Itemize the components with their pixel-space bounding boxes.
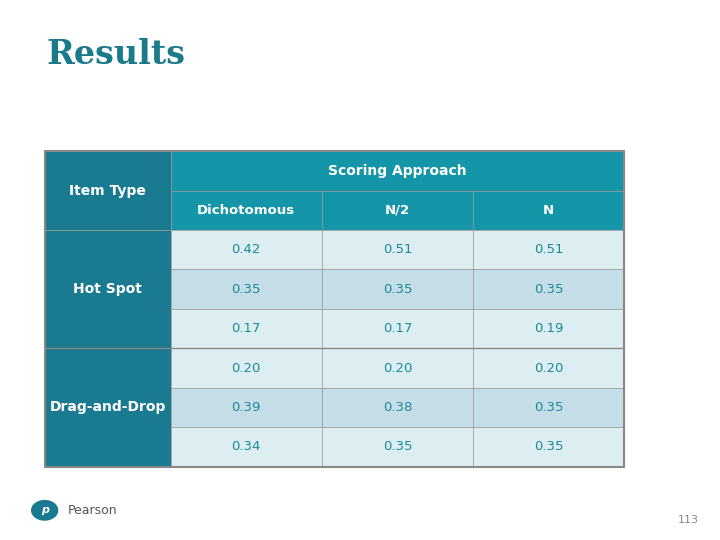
Text: 0.38: 0.38 bbox=[383, 401, 412, 414]
Bar bbox=[171, 230, 322, 269]
Bar bbox=[473, 191, 624, 230]
Bar bbox=[322, 230, 473, 269]
Bar bbox=[473, 427, 624, 467]
Bar bbox=[45, 230, 171, 348]
Text: 0.17: 0.17 bbox=[383, 322, 412, 335]
Text: N/2: N/2 bbox=[385, 204, 410, 217]
Text: 0.35: 0.35 bbox=[534, 401, 563, 414]
Text: 0.51: 0.51 bbox=[534, 243, 563, 256]
Text: 0.35: 0.35 bbox=[534, 282, 563, 296]
Bar bbox=[45, 151, 624, 467]
Text: 0.17: 0.17 bbox=[232, 322, 261, 335]
Text: p: p bbox=[40, 505, 49, 515]
Bar bbox=[171, 309, 322, 348]
Text: 113: 113 bbox=[678, 515, 698, 525]
Bar bbox=[473, 388, 624, 427]
Text: 0.20: 0.20 bbox=[232, 361, 261, 375]
Bar bbox=[473, 348, 624, 388]
Text: 0.42: 0.42 bbox=[232, 243, 261, 256]
Bar bbox=[473, 230, 624, 269]
Text: Pearson: Pearson bbox=[68, 504, 117, 517]
Bar bbox=[322, 309, 473, 348]
Bar bbox=[171, 269, 322, 309]
Bar bbox=[45, 151, 171, 230]
Text: 0.35: 0.35 bbox=[534, 440, 563, 454]
Text: 0.39: 0.39 bbox=[232, 401, 261, 414]
Bar bbox=[171, 348, 322, 388]
Text: 0.35: 0.35 bbox=[232, 282, 261, 296]
Bar bbox=[322, 348, 473, 388]
Text: 0.35: 0.35 bbox=[383, 440, 412, 454]
Text: 0.20: 0.20 bbox=[534, 361, 563, 375]
Bar bbox=[171, 151, 624, 191]
Text: 0.51: 0.51 bbox=[383, 243, 412, 256]
Text: Hot Spot: Hot Spot bbox=[73, 282, 142, 296]
Text: Scoring Approach: Scoring Approach bbox=[328, 164, 467, 178]
Circle shape bbox=[32, 501, 58, 520]
Text: N: N bbox=[543, 204, 554, 217]
Text: Item Type: Item Type bbox=[69, 184, 146, 198]
Text: Results: Results bbox=[47, 38, 186, 71]
Bar bbox=[322, 269, 473, 309]
Bar bbox=[171, 388, 322, 427]
Bar bbox=[322, 388, 473, 427]
Bar bbox=[322, 427, 473, 467]
Bar bbox=[473, 309, 624, 348]
Text: Dichotomous: Dichotomous bbox=[197, 204, 295, 217]
Bar bbox=[171, 191, 322, 230]
Text: Drag-and-Drop: Drag-and-Drop bbox=[50, 401, 166, 414]
Text: 0.20: 0.20 bbox=[383, 361, 412, 375]
Text: 0.35: 0.35 bbox=[383, 282, 412, 296]
Bar bbox=[473, 269, 624, 309]
Text: 0.19: 0.19 bbox=[534, 322, 563, 335]
Bar bbox=[45, 348, 171, 467]
Text: 0.34: 0.34 bbox=[232, 440, 261, 454]
Bar bbox=[171, 427, 322, 467]
Bar bbox=[322, 191, 473, 230]
